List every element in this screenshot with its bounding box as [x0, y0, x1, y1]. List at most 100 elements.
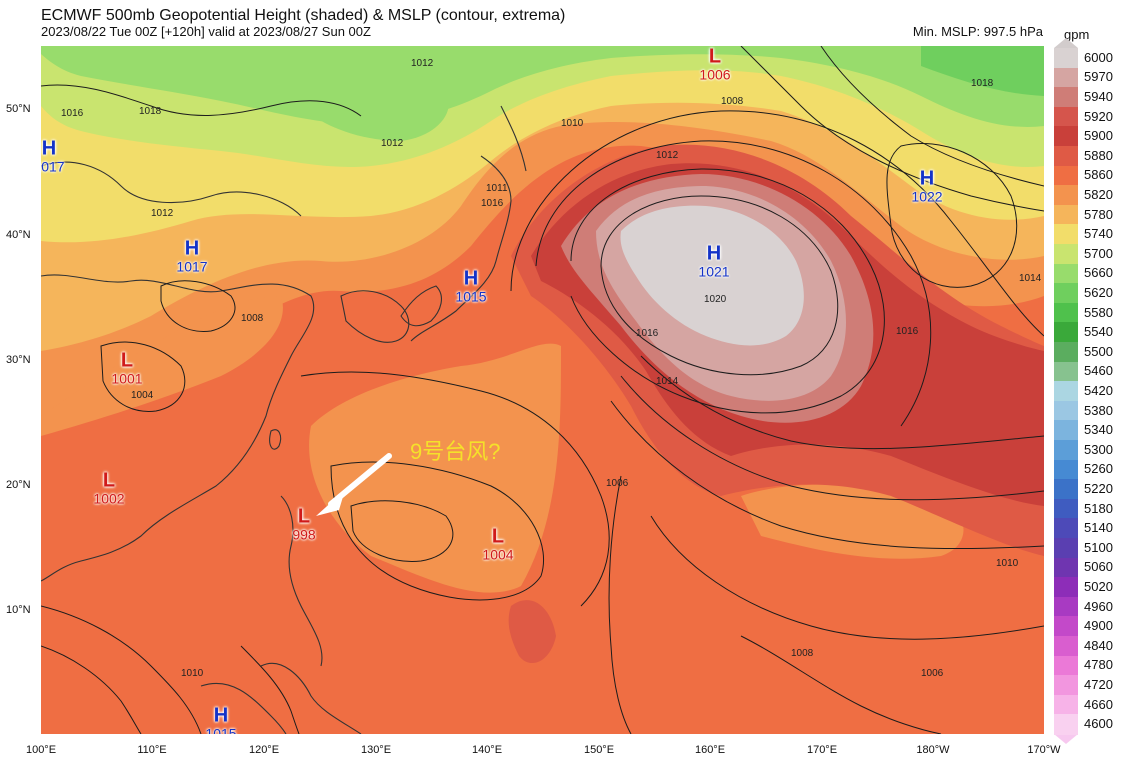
colorbar-swatch — [1054, 244, 1078, 265]
colorbar-label: 5500 — [1084, 343, 1113, 359]
high-letter: H — [184, 237, 200, 260]
low-pressure-marker: L 1002 — [93, 471, 124, 506]
low-pressure-marker: L 998 — [292, 507, 315, 542]
low-letter: L — [297, 505, 311, 528]
colorbar-swatch — [1054, 48, 1078, 69]
lon-label: 150°E — [583, 744, 615, 756]
colorbar-label: 5860 — [1084, 167, 1113, 183]
isobar-label: 1014 — [656, 376, 679, 387]
isobar-label: 1016 — [636, 328, 659, 339]
colorbar-swatch — [1054, 322, 1078, 343]
high-letter: H — [463, 267, 479, 290]
colorbar-label: 4720 — [1084, 677, 1113, 692]
high-value: 1015 — [205, 725, 237, 735]
height-field-5970 — [620, 205, 804, 346]
high-letter: H — [41, 137, 57, 160]
colorbar-swatch — [1054, 204, 1078, 225]
colorbar-label: 5920 — [1084, 108, 1113, 124]
low-value: 1004 — [482, 546, 514, 563]
colorbar — [1054, 38, 1078, 744]
isobar-label: 1014 — [1019, 273, 1042, 284]
colorbar-label: 5100 — [1084, 539, 1113, 555]
colorbar-label: 5060 — [1084, 559, 1113, 575]
colorbar-label: 4600 — [1084, 716, 1113, 732]
height-field-5820-central — [309, 343, 561, 593]
lon-label: 100°E — [25, 744, 57, 756]
colorbar-swatch — [1054, 440, 1078, 461]
height-field-5660 — [41, 46, 1044, 127]
low-pressure-marker: L 1004 — [482, 527, 513, 562]
colorbar-swatch — [1054, 263, 1078, 284]
colorbar-swatch — [1054, 616, 1078, 637]
lon-label: 160°E — [694, 744, 726, 756]
colorbar-swatch — [1054, 596, 1078, 617]
high-value: 1015 — [455, 288, 487, 305]
map-subtitle: 2023/08/22 Tue 00Z [+120h] valid at 2023… — [41, 24, 371, 39]
isobar-label: 1006 — [606, 478, 629, 489]
lat-label: 30°N — [6, 354, 31, 366]
low-letter: L — [708, 46, 722, 68]
colorbar-label: 5220 — [1084, 481, 1113, 496]
colorbar-swatch — [1054, 146, 1078, 167]
low-value: 998 — [292, 526, 316, 543]
isobar-label: 1008 — [791, 648, 814, 659]
colorbar-swatch — [1054, 283, 1078, 304]
lat-label: 20°N — [6, 479, 31, 491]
low-letter: L — [491, 525, 505, 548]
colorbar-swatch — [1054, 302, 1078, 323]
colorbar-swatch — [1054, 67, 1078, 88]
typhoon-arrow — [316, 453, 392, 516]
isobar-label: 1020 — [704, 294, 727, 305]
isobar-label: 1011 — [486, 183, 508, 194]
isobar-label: 1016 — [896, 326, 919, 337]
min-mslp-readout: Min. MSLP: 997.5 hPa — [912, 24, 1043, 39]
colorbar-label: 5580 — [1084, 304, 1113, 320]
map-title: ECMWF 500mb Geopotential Height (shaded)… — [41, 7, 566, 24]
typhoon-annotation: 9号台风? — [410, 439, 501, 464]
height-field-5660-trough — [301, 65, 449, 141]
colorbar-swatch — [1054, 381, 1078, 402]
isobar-label: 1016 — [481, 198, 504, 209]
isobar-label: 1004 — [131, 390, 154, 401]
colorbar-swatch — [1054, 557, 1078, 578]
low-value: 1002 — [93, 490, 125, 507]
colorbar-label: 4660 — [1084, 696, 1113, 712]
high-value: 1017 — [176, 258, 208, 275]
low-letter: L — [102, 469, 116, 492]
coastlines — [41, 105, 527, 734]
colorbar-swatch — [1054, 459, 1078, 480]
lon-label: 180°W — [916, 744, 950, 756]
colorbar-swatch — [1054, 694, 1078, 715]
colorbar-swatch — [1054, 342, 1078, 363]
colorbar-label: 4780 — [1084, 657, 1113, 673]
lon-label: 120°E — [248, 744, 280, 756]
lon-label: 140°E — [471, 744, 503, 756]
colorbar-label: 5420 — [1084, 383, 1113, 398]
lat-label: 40°N — [6, 229, 31, 241]
high-pressure-marker: H 1017 — [176, 239, 207, 274]
colorbar-swatch — [1054, 577, 1078, 598]
colorbar-label: 5300 — [1084, 441, 1113, 457]
colorbar-label: 4840 — [1084, 637, 1113, 653]
colorbar-label: 5660 — [1084, 265, 1113, 281]
colorbar-label: 5140 — [1084, 520, 1113, 536]
colorbar-swatch — [1054, 126, 1078, 147]
colorbar-label: 5970 — [1084, 69, 1113, 85]
colorbar-swatch — [1054, 479, 1078, 500]
isobar-label: 1008 — [721, 96, 744, 107]
low-pressure-marker: L 1001 — [111, 351, 142, 386]
high-pressure-marker: H 1015 — [455, 269, 486, 304]
isobar-label: 1012 — [411, 58, 434, 69]
colorbar-swatch — [1054, 675, 1078, 696]
lon-label: 170°W — [1027, 744, 1061, 756]
colorbar-bottom-arrow — [1054, 734, 1078, 744]
height-field-5620 — [921, 46, 1044, 96]
colorbar-label: 5460 — [1084, 363, 1113, 379]
colorbar-swatch — [1054, 87, 1078, 108]
isobars — [41, 46, 1044, 734]
colorbar-swatch — [1054, 185, 1078, 206]
colorbar-swatch — [1054, 106, 1078, 127]
lon-label: 170°E — [806, 744, 838, 756]
isobar-label: 1006 — [921, 668, 944, 679]
low-value: 1006 — [699, 66, 731, 83]
